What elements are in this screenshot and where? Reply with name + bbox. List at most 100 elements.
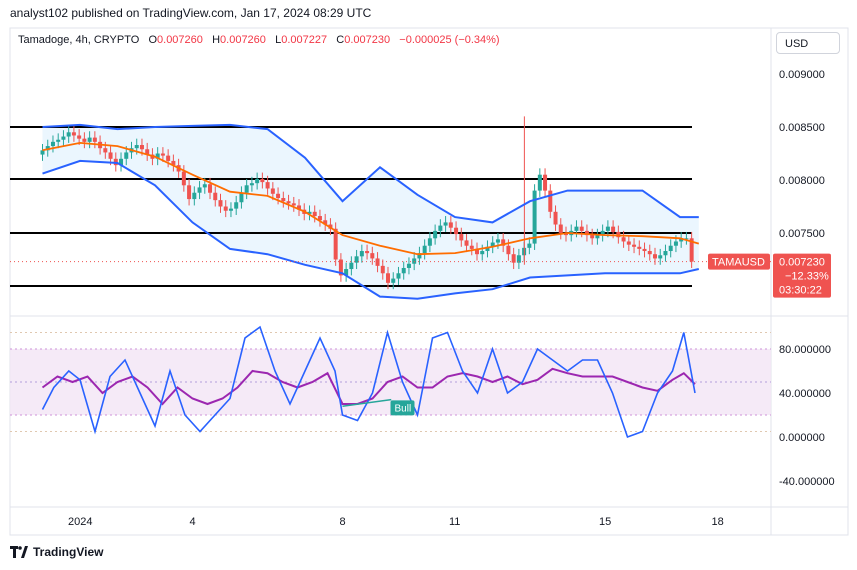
candle-body <box>155 153 160 159</box>
candle-body <box>543 174 548 191</box>
candle-body <box>281 198 286 202</box>
publish-header: analyst102 published on TradingView.com,… <box>10 6 372 20</box>
candle-body <box>77 135 82 139</box>
candle-body <box>475 248 480 255</box>
stochastic-d-line <box>41 367 696 406</box>
candle-body <box>61 136 66 140</box>
candle-body <box>632 244 637 247</box>
symbol-tag-label: TAMAUSD <box>712 257 765 269</box>
candle-body <box>197 187 202 193</box>
candle-body <box>438 225 443 231</box>
candle-body <box>673 241 678 246</box>
candle-body <box>171 160 176 166</box>
candle-body <box>286 201 291 204</box>
candle-body <box>658 255 663 259</box>
candle-body <box>511 254 516 263</box>
candle-body <box>642 248 647 252</box>
candle-body <box>626 241 631 245</box>
candle-body <box>679 238 684 242</box>
candle-body <box>365 251 370 254</box>
candle-body <box>532 190 537 244</box>
candle-body <box>181 171 186 186</box>
candle-body <box>375 258 380 266</box>
bull-divergence-line <box>342 398 392 407</box>
candle-body <box>558 224 563 233</box>
low-label: L <box>275 34 282 46</box>
candle-body <box>145 149 150 155</box>
open-value: 0.007260 <box>157 34 203 46</box>
price-tick-label: 0.009000 <box>779 69 825 81</box>
candle-body <box>134 145 139 149</box>
symbol-tag <box>708 253 770 270</box>
candle-body <box>255 178 260 184</box>
candle-body <box>307 211 312 214</box>
candle-body <box>45 146 50 151</box>
candle-body <box>71 132 76 136</box>
candle-body <box>448 222 453 228</box>
candle-body <box>422 245 427 254</box>
tradingview-footer: TradingView <box>10 545 103 559</box>
bollinger-lower-line <box>42 159 700 300</box>
time-tick-label: 2024 <box>68 516 92 528</box>
candle-body <box>323 220 328 225</box>
time-tick-label: 4 <box>190 516 196 528</box>
candle-body <box>270 188 275 194</box>
candle-body <box>579 226 584 231</box>
stochastic-tick-label: 80.000000 <box>779 344 831 356</box>
candle-body <box>480 251 485 255</box>
candle-body <box>469 245 474 249</box>
candle-body <box>359 251 364 257</box>
candle-body <box>490 242 495 247</box>
candle-body <box>553 211 558 225</box>
stochastic-tick-label: -40.000000 <box>779 476 835 488</box>
candle-body <box>208 184 213 193</box>
bollinger-band-fill <box>42 124 699 299</box>
high-label: H <box>212 34 221 46</box>
candle-body <box>584 230 589 236</box>
price-tick-label: 0.007500 <box>779 228 825 240</box>
candle-body <box>527 243 532 248</box>
candle-body <box>228 208 233 211</box>
candle-body <box>396 273 401 279</box>
candle-body <box>66 132 71 137</box>
candle-body <box>249 183 254 186</box>
candle-body <box>506 245 511 255</box>
candle-body <box>516 255 521 263</box>
symbol-name[interactable]: Tamadoge, 4h, CRYPTO <box>18 34 140 46</box>
candle-body <box>317 216 322 221</box>
price-tick-label: 0.008500 <box>779 122 825 134</box>
candle-body <box>160 153 165 156</box>
time-tick-label: 11 <box>449 516 460 528</box>
price-tag-countdown: 03:30:22 <box>779 285 822 297</box>
candle-body <box>459 234 464 241</box>
candle-body <box>595 235 600 239</box>
candle-body <box>600 230 605 236</box>
stochastic-tick-label: 40.000000 <box>779 388 831 400</box>
candle-body <box>548 190 553 212</box>
candle-body <box>87 137 92 142</box>
candle-body <box>637 246 642 249</box>
candle-body <box>611 226 616 232</box>
candle-body <box>213 192 218 201</box>
candle-body <box>234 202 239 209</box>
candle-body <box>103 148 108 153</box>
candle-body <box>50 141 55 147</box>
candle-body <box>652 254 657 259</box>
candle-body <box>260 178 265 183</box>
candle-body <box>380 265 385 274</box>
candle-body <box>427 238 432 246</box>
candle-body <box>433 230 438 239</box>
time-tick-label: 8 <box>340 516 346 528</box>
candle-body <box>265 182 270 189</box>
high-value: 0.007260 <box>220 34 266 46</box>
candle-body <box>92 137 97 142</box>
candle-body <box>663 251 668 256</box>
candle-body <box>501 239 506 246</box>
currency-button[interactable]: USD <box>776 32 840 54</box>
candle-body <box>187 185 192 200</box>
price-tick-label: 0.008000 <box>779 175 825 187</box>
price-tag-value: 0.007230 <box>779 257 825 269</box>
candle-body <box>417 253 422 259</box>
candle-body <box>344 269 349 276</box>
